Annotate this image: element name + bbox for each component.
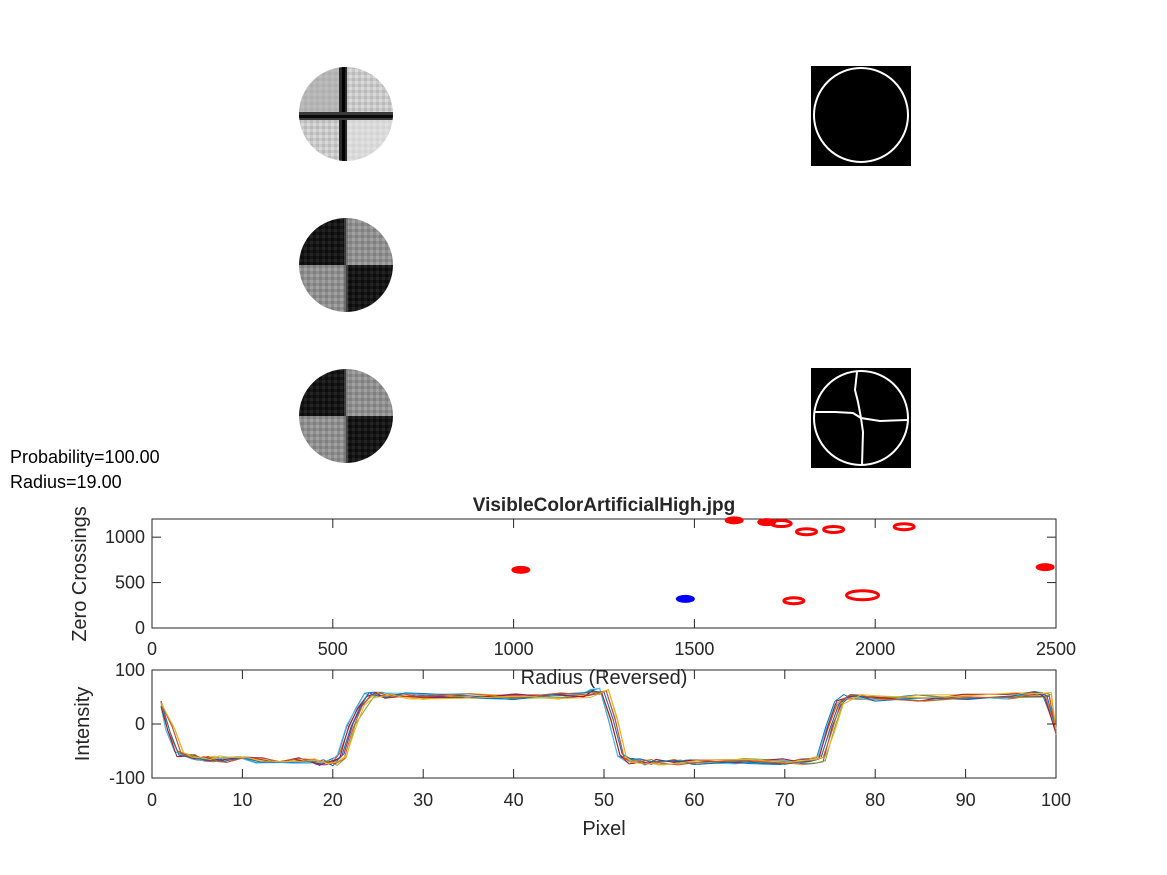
x-tick-label: 60 xyxy=(684,790,704,810)
x-tick-label: 2500 xyxy=(1036,639,1076,659)
scatter-point xyxy=(822,524,846,534)
y-tick-label: 100 xyxy=(115,660,145,680)
x-tick-label: 30 xyxy=(413,790,433,810)
chart-title: VisibleColorArtificialHigh.jpg xyxy=(473,495,736,516)
scatter-point xyxy=(675,594,695,603)
intensity-series-line xyxy=(160,689,1057,765)
intensity-series-line xyxy=(160,691,1057,767)
radius-readout: Radius=19.00 xyxy=(10,472,122,492)
x-tick-label: 10 xyxy=(232,790,252,810)
zero-crossings-chart: VisibleColorArtificialHigh.jpg 0 500 1000 1… xyxy=(69,495,1076,689)
edge-map-cross-image xyxy=(811,368,911,468)
y-axis-label: Zero Crossings xyxy=(69,506,91,642)
x-tick-label: 50 xyxy=(594,790,614,810)
intensity-series-line xyxy=(160,690,1057,766)
scatter-point xyxy=(892,522,916,532)
x-tick-label: 1500 xyxy=(674,639,714,659)
scatter-point xyxy=(769,519,793,529)
x-tick-label: 0 xyxy=(147,639,157,659)
target-checker-enhanced-image xyxy=(299,369,393,463)
scatter-point xyxy=(845,589,881,602)
y-tick-label: 0 xyxy=(135,618,145,638)
x-axis-label: Pixel xyxy=(582,818,625,840)
plot-area xyxy=(151,518,1057,629)
intensity-series-line xyxy=(160,688,1057,766)
probability-readout: Probability=100.00 xyxy=(10,447,160,467)
y-tick-label: 500 xyxy=(115,573,145,593)
scatter-point xyxy=(1035,563,1055,572)
y-tick-label: 0 xyxy=(135,714,145,734)
y-axis-label: Intensity xyxy=(72,687,94,761)
scatter-point xyxy=(724,516,744,525)
scatter-point xyxy=(782,596,806,606)
y-tick-label: -100 xyxy=(109,768,145,788)
intensity-series-line xyxy=(160,690,1057,766)
scatter-point xyxy=(511,565,531,574)
edge-map-circle-image xyxy=(811,66,911,166)
target-checker-image xyxy=(299,218,393,312)
x-tick-label: 2000 xyxy=(855,639,895,659)
y-tick-label: 1000 xyxy=(105,527,145,547)
scatter-point xyxy=(794,527,818,537)
intensity-series-line xyxy=(160,690,1057,766)
x-tick-label: 20 xyxy=(323,790,343,810)
x-tick-label: 100 xyxy=(1041,790,1071,810)
x-tick-label: 90 xyxy=(956,790,976,810)
x-tick-label: 70 xyxy=(775,790,795,810)
x-tick-label: 1000 xyxy=(494,639,534,659)
x-tick-label: 80 xyxy=(865,790,885,810)
x-tick-label: 0 xyxy=(147,790,157,810)
target-crosshair-image xyxy=(299,67,393,161)
intensity-series-line xyxy=(160,691,1057,766)
x-tick-label: 500 xyxy=(318,639,348,659)
x-tick-label: 40 xyxy=(504,790,524,810)
